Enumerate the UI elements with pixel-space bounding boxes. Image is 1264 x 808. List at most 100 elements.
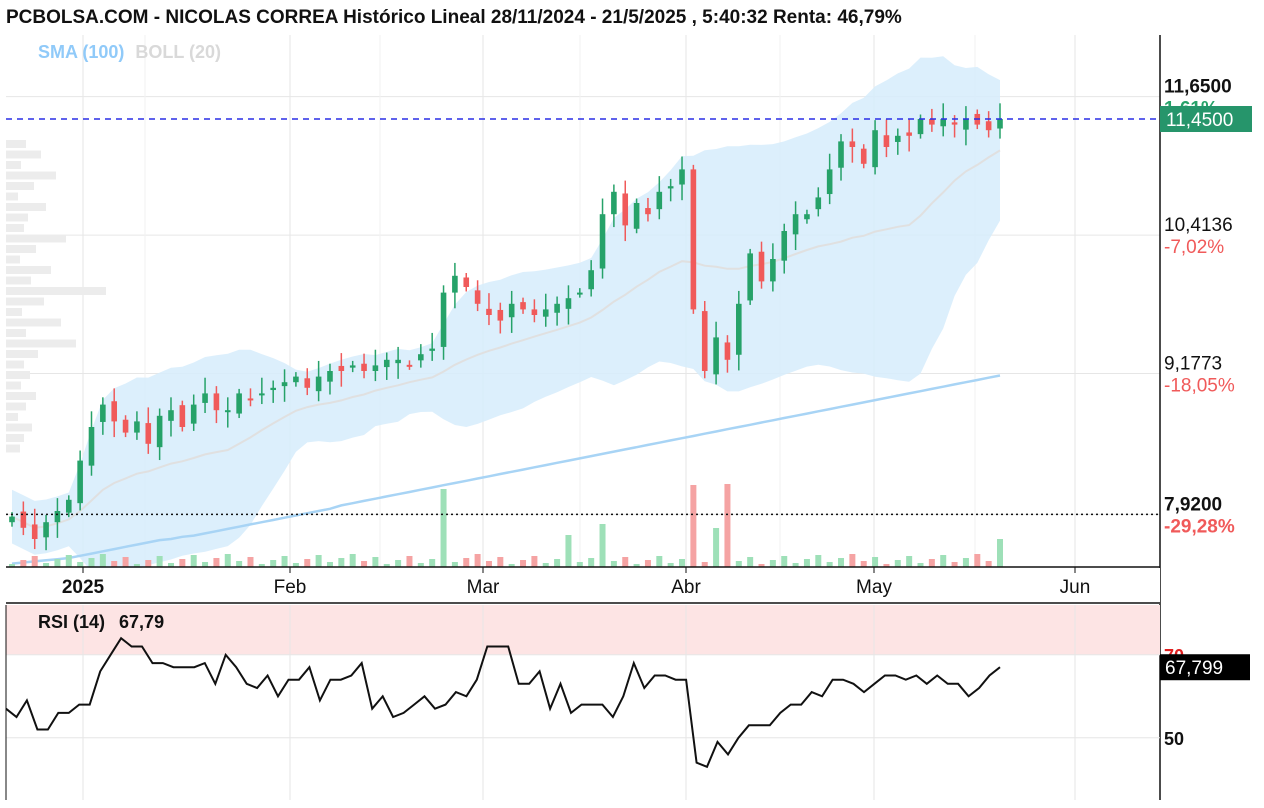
volume-bar [474,554,481,567]
volume-bar [962,558,969,567]
candle-body [917,119,924,135]
candle-body [508,303,515,318]
x-tick-label: Feb [274,577,307,598]
volume-profile-bar [6,171,56,180]
volume-bar [190,555,197,567]
x-tick-label: May [856,577,892,598]
volume-bar [883,564,890,567]
candle-body [486,308,492,315]
volume-bar [872,557,879,567]
candle-body [406,364,413,367]
volume-bar [520,560,527,567]
candle-body [758,251,765,282]
volume-profile-bar [6,182,34,190]
volume-bar [997,539,1003,567]
candlesticks [9,103,1003,551]
candle-body [645,208,651,215]
candle-body [281,382,288,387]
candle-body [929,119,935,125]
volume-bar [31,556,38,567]
rsi-last-value: 67,79 [119,612,165,632]
volume-bar [633,564,640,567]
volume-profile-bar [6,234,66,243]
candle-body [156,415,163,448]
volume-bar [429,559,436,567]
rsi-overbought-zone [6,605,1160,655]
candle-body [667,186,674,189]
volume-bar [542,563,549,567]
volume-bar [258,564,265,567]
candle-body [531,309,538,315]
volume-bar [531,556,538,567]
volume-bar [54,559,61,567]
volume-bar [133,564,140,567]
candle-body [190,404,197,424]
candle-body [418,354,424,361]
candle-body [395,359,401,364]
volume-bar [792,563,799,567]
volume-bar [554,559,561,567]
volume-bar [372,557,379,567]
legend-boll[interactable]: BOLL (20) [135,42,222,62]
candle-body [31,524,38,539]
volume-bar [747,557,754,567]
candle-body [338,365,345,371]
rsi-legend: RSI (14) 67,79 [38,612,164,633]
volume-profile-bar [6,339,76,348]
volume-profile-bar [6,161,21,169]
x-tick-label: 2025 [62,577,105,598]
price-level-pct: -7,02% [1164,237,1224,258]
candle-body [747,253,753,301]
volume-bar [202,562,209,567]
volume-bar [338,558,345,567]
volume-bar [281,556,288,567]
volume-bars [9,484,1003,567]
candle-body [349,365,356,368]
indicator-legend: SMA (100) BOLL (20) [38,42,221,63]
volume-profile-bar [6,381,21,390]
candle-body [54,511,61,523]
volume-bar [304,559,311,567]
price-level-label: 7,9200 [1164,494,1222,515]
volume-profile-bar [6,423,32,432]
candle-body [383,359,390,368]
volume-bar [951,562,958,567]
candle-body [122,419,129,433]
candle-body [736,303,742,355]
volume-bar [145,560,152,567]
candle-body [679,169,685,185]
volume-profile-bar [6,329,26,337]
candle-body [111,401,118,422]
volume-bar [224,554,231,567]
candle-body [315,376,322,392]
candle-body [43,522,49,538]
volume-bar [99,554,106,567]
candle-body [985,121,992,131]
candle-body [179,405,186,427]
candle-body [452,275,458,293]
legend-sma[interactable]: SMA (100) [38,42,125,62]
volume-bar [361,561,368,567]
candle-body [327,371,333,382]
candle-body [429,348,435,351]
candle-body [542,309,549,317]
volume-profile-bar [6,150,41,159]
volume-bar [440,489,447,567]
volume-bar [894,560,901,567]
volume-bar [43,563,50,567]
rsi-line [5,636,1001,769]
rsi-badge-label: 67,799 [1165,658,1223,679]
volume-bar [179,559,186,567]
candle-body [838,141,844,168]
x-axis-bg [6,568,1160,604]
volume-profile-bar [6,318,61,327]
volume-profile-bar [6,266,51,274]
volume-bar [769,560,776,567]
volume-bar [406,556,413,567]
candle-body [440,292,447,347]
volume-bar [917,563,924,567]
candle-body [134,421,140,433]
volume-bar [679,559,686,567]
volume-bar [724,484,731,567]
